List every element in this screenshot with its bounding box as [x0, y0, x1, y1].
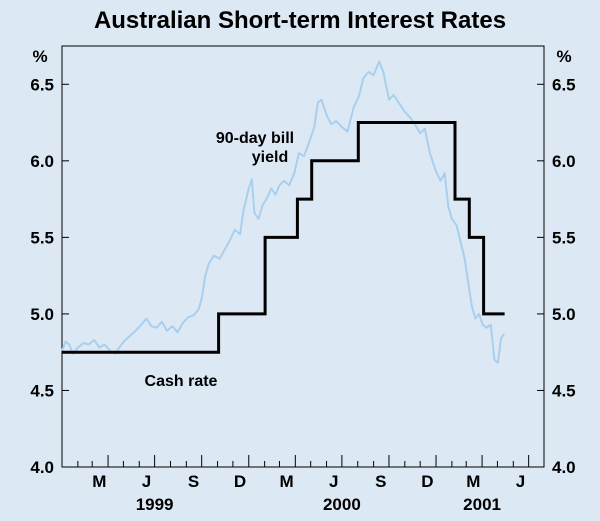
series-layer	[61, 60, 505, 364]
x-month-label: S	[375, 472, 386, 491]
y-tick-label-left: 4.5	[30, 381, 54, 400]
x-month-label: J	[329, 472, 338, 491]
x-month-label: J	[142, 472, 151, 491]
x-month-label: J	[516, 472, 525, 491]
y-unit-right: %	[556, 47, 571, 66]
bill-yield-line	[61, 60, 505, 364]
chart-title: Australian Short-term Interest Rates	[94, 7, 506, 34]
annotation-cash-rate: Cash rate	[145, 373, 218, 390]
x-year-label: 1999	[136, 495, 174, 514]
x-year-label: 2000	[323, 495, 361, 514]
y-tick-label-right: 5.5	[552, 228, 576, 247]
y-tick-label-left: 5.0	[30, 305, 54, 324]
y-tick-label-left: 5.5	[30, 228, 54, 247]
y-unit-left: %	[32, 47, 47, 66]
y-tick-label-right: 6.0	[552, 152, 576, 171]
y-tick-label-right: 4.5	[552, 381, 576, 400]
x-axis-ticks: M J S D M J S D M J 1999 2000 2001	[77, 455, 530, 514]
y-tick-label-right: 5.0	[552, 305, 576, 324]
x-year-label: 2001	[463, 495, 501, 514]
y-tick-label-left: 4.0	[30, 458, 54, 477]
x-month-label: M	[92, 472, 106, 491]
annotation-bill-line2: yield	[252, 149, 288, 166]
x-month-label: M	[280, 472, 294, 491]
y-tick-label-right: 6.5	[552, 75, 576, 94]
x-month-label: D	[421, 472, 433, 491]
x-month-label: M	[466, 472, 480, 491]
annotation-bill-line1: 90-day bill	[216, 130, 294, 147]
plot-frame	[61, 45, 545, 468]
x-month-label: D	[234, 472, 246, 491]
y-tick-label-left: 6.5	[30, 75, 54, 94]
x-month-label: S	[188, 472, 199, 491]
cash-rate-line	[62, 121, 505, 354]
y-tick-label-right: 4.0	[552, 458, 576, 477]
y-axis-ticks: 4.0 4.0 4.5 4.5 5.0 5.0 5.5 5.5 6.0 6.0 6.5 6.5	[30, 75, 575, 477]
y-tick-label-left: 6.0	[30, 152, 54, 171]
